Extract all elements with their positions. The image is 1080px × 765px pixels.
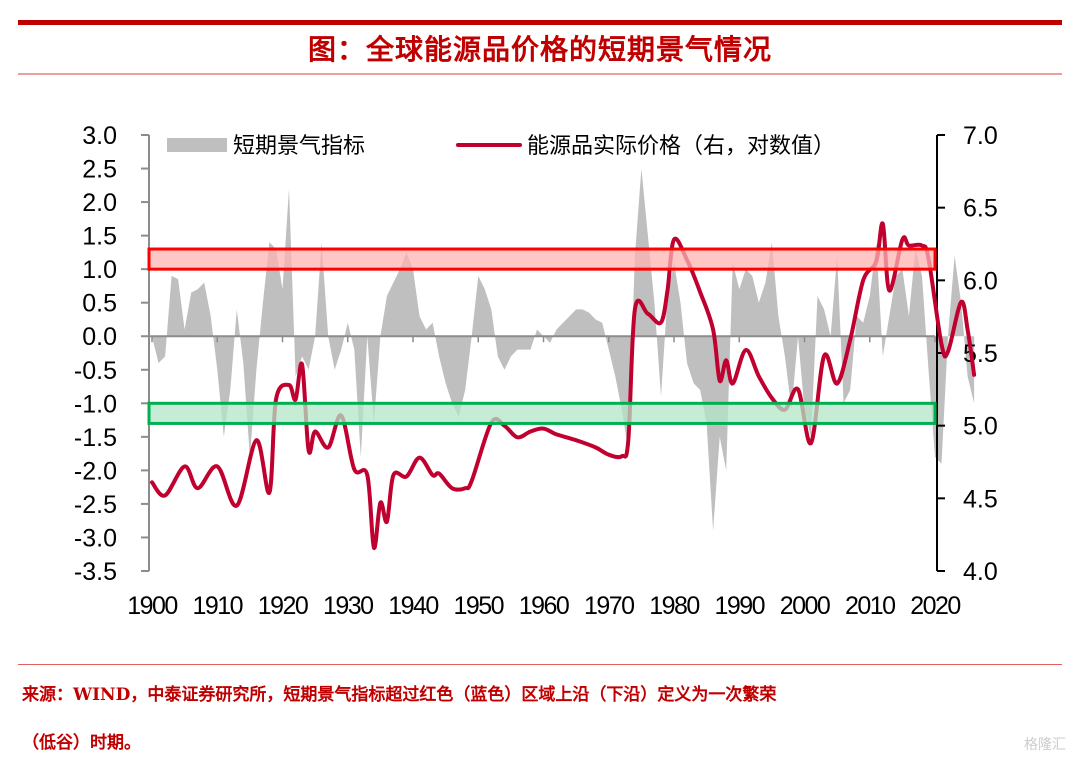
boom-threshold-band: [147, 247, 937, 271]
left-tick-label: -0.5: [74, 357, 117, 385]
x-tick-label: 1970: [584, 592, 634, 620]
right-tick-label: 6.0: [963, 267, 998, 295]
legend-area-swatch: [167, 138, 227, 152]
price-line-series: [150, 221, 977, 550]
right-tick-label: 6.5: [963, 195, 998, 223]
left-tick-label: -1.0: [74, 390, 117, 418]
source-note: 来源：WIND，中泰证券研究所，短期景气指标超过红色（蓝色）区域上沿（下沿）定义…: [22, 685, 777, 705]
left-tick-label: 2.5: [82, 156, 117, 184]
source-note-continued: （低谷）时期。: [22, 733, 141, 753]
indicator-area-series: [152, 168, 975, 531]
right-tick-label: 4.5: [963, 485, 998, 513]
threshold-bands: [147, 247, 937, 425]
x-tick-label: 1910: [192, 592, 242, 620]
x-tick-label: 1950: [453, 592, 503, 620]
legend-label-price: 能源品实际价格（右，对数值）: [527, 133, 835, 158]
left-tick-label: 2.0: [82, 189, 117, 217]
x-tick-label: 1900: [127, 592, 177, 620]
footer-divider: [18, 664, 1062, 665]
energy-price-line: [150, 221, 977, 550]
right-tick-label: 5.0: [963, 413, 998, 441]
x-tick-label: 1980: [649, 592, 699, 620]
left-tick-label: 0.5: [82, 290, 117, 318]
axes: 1900 1910 1920 1930 1940 1950 1960 1970 1980 1990…: [74, 122, 998, 620]
x-tick-label: 1960: [519, 592, 569, 620]
right-tick-label: 4.0: [963, 558, 998, 586]
left-tick-label: -3.0: [74, 524, 117, 552]
left-tick-label: -3.5: [74, 558, 117, 586]
left-tick-label: -2.5: [74, 491, 117, 519]
x-tick-label: 2000: [780, 592, 830, 620]
chart-title: 图：全球能源品价格的短期景气情况: [307, 33, 772, 66]
x-tick-label: 2010: [845, 592, 895, 620]
watermark-logo: 格隆汇: [1024, 737, 1066, 753]
left-tick-label: 1.5: [82, 223, 117, 251]
left-tick-label: -2.0: [74, 457, 117, 485]
x-tick-label: 2020: [910, 592, 960, 620]
x-tick-label: 1940: [388, 592, 438, 620]
trough-threshold-band: [147, 401, 937, 425]
x-tick-label: 1920: [258, 592, 308, 620]
left-tick-label: 1.0: [82, 256, 117, 284]
title-divider: [18, 73, 1062, 75]
legend: 短期景气指标 能源品实际价格（右，对数值）: [167, 133, 835, 158]
indicator-area: [152, 168, 975, 531]
left-tick-label: 3.0: [82, 122, 117, 150]
left-tick-label: -1.5: [74, 424, 117, 452]
chart: 1900 1910 1920 1930 1940 1950 1960 1970 1980 1990…: [74, 122, 998, 620]
top-accent-bar: [18, 20, 1062, 25]
x-tick-label: 1930: [323, 592, 373, 620]
right-tick-label: 7.0: [963, 122, 998, 150]
x-tick-label: 1990: [714, 592, 764, 620]
legend-label-indicator: 短期景气指标: [233, 133, 365, 158]
left-tick-label: 0.0: [82, 323, 117, 351]
